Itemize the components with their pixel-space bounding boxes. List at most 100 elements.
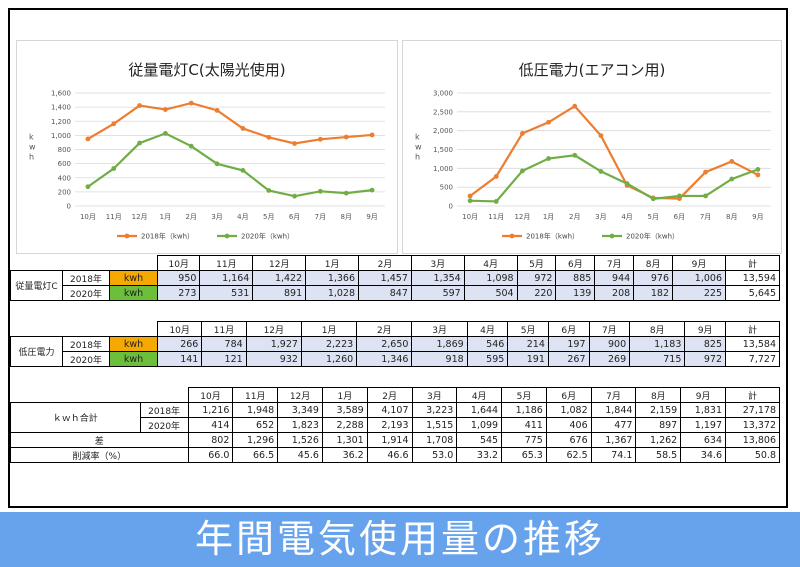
cell-value: 1,354 xyxy=(410,270,465,286)
cell-value: 972 xyxy=(516,270,557,286)
data-point xyxy=(343,134,349,140)
cell-value: 2,288 xyxy=(321,417,368,433)
y-tick-label: 200 xyxy=(58,188,71,196)
cell-value: 1,260 xyxy=(300,351,358,367)
data-point xyxy=(163,107,168,112)
chart-panel-lighting: 従量電灯C(太陽光使用) 0 200 400 600 800 1,000 1,200 1,400… xyxy=(16,40,398,254)
y-tick-label: 2,000 xyxy=(433,127,453,135)
cell-value: 918 xyxy=(411,351,468,367)
cell-value: 182 xyxy=(633,285,674,301)
cell-value: 208 xyxy=(594,285,635,301)
cell-value: 4,107 xyxy=(366,402,413,418)
cell-value: 411 xyxy=(501,417,547,433)
cell-value: 46.6 xyxy=(366,447,413,463)
data-point xyxy=(85,184,91,190)
total-value: 13,372 xyxy=(725,417,780,433)
total-value: 13,806 xyxy=(725,432,780,448)
month-header: 11月 xyxy=(201,321,247,337)
data-point xyxy=(493,174,499,179)
cell-value: 3,223 xyxy=(411,402,458,418)
cell-value: 545 xyxy=(456,432,503,448)
category-label: 従量電灯C xyxy=(10,270,63,301)
cell-value: 2,159 xyxy=(635,402,682,418)
rate-label: 削減率（%） xyxy=(10,447,189,463)
data-point xyxy=(266,134,272,140)
cell-value: 58.5 xyxy=(635,447,682,463)
cell-value: 891 xyxy=(252,285,307,301)
total-value: 5,645 xyxy=(725,285,780,301)
y-tick-label: 1,000 xyxy=(51,132,71,140)
total-value: 13,594 xyxy=(725,270,780,286)
x-tick-label: 11月 xyxy=(106,213,122,221)
data-point xyxy=(85,136,91,142)
cell-value: 595 xyxy=(466,351,509,367)
data-point xyxy=(188,100,194,106)
unit-badge: kwh xyxy=(109,270,158,286)
data-point xyxy=(240,126,246,131)
data-point xyxy=(650,196,656,202)
year-label: 2020年 xyxy=(62,285,110,301)
data-point xyxy=(703,169,708,175)
banner xyxy=(0,512,800,567)
cell-value: 944 xyxy=(594,270,635,286)
month-header: 7月 xyxy=(594,255,635,271)
year-label: 2018年 xyxy=(139,402,189,418)
cell-value: 2,193 xyxy=(366,417,413,433)
chart-power: 低圧電力(エアコン用) 0 500 1,000 1,500 2,000 2,500 3,000… xyxy=(415,61,771,241)
month-header: 12月 xyxy=(277,387,323,403)
cell-value: 36.2 xyxy=(321,447,368,463)
legend-label: 2020年（kwh） xyxy=(241,232,294,241)
month-header: 7月 xyxy=(590,387,637,403)
month-header: 10月 xyxy=(187,387,234,403)
table-row: 従量電灯C 2018年 kwh 950 1,164 1,422 1,366 1,… xyxy=(10,270,780,301)
data-point xyxy=(111,121,117,127)
data-point xyxy=(163,130,168,136)
month-header: 12月 xyxy=(245,321,302,337)
y-tick-label: 3,000 xyxy=(433,90,453,98)
unit-badge: kwh xyxy=(109,351,158,367)
data-point xyxy=(598,169,604,174)
unit-badge: kwh xyxy=(109,285,158,301)
cell-value: 34.6 xyxy=(680,447,726,463)
data-point xyxy=(214,107,220,113)
month-header: 1月 xyxy=(321,387,368,403)
series-line xyxy=(469,104,759,200)
banner-title: 年間電気使用量の推移 xyxy=(194,517,605,561)
cell-value: 950 xyxy=(156,270,201,286)
category-label: 低圧電力 xyxy=(10,336,63,367)
x-tick-label: 9月 xyxy=(366,213,377,221)
month-header: 5月 xyxy=(516,255,557,271)
cell-value: 1,183 xyxy=(629,336,686,352)
cell-value: 504 xyxy=(463,285,518,301)
y-tick-label: 400 xyxy=(58,174,71,182)
series-line xyxy=(87,101,373,145)
y-axis-label-char: k xyxy=(415,133,420,142)
y-tick-label: 600 xyxy=(58,160,71,168)
x-tick-label: 8月 xyxy=(726,213,737,221)
data-point xyxy=(467,193,473,199)
cell-value: 1,216 xyxy=(187,402,234,418)
x-tick-label: 12月 xyxy=(132,213,148,221)
legend-marker xyxy=(124,233,130,239)
x-tick-label: 11月 xyxy=(488,213,504,221)
cell-value: 715 xyxy=(629,351,686,367)
cell-value: 3,349 xyxy=(277,402,323,418)
data-point xyxy=(137,140,142,146)
total-value: 27,178 xyxy=(725,402,780,418)
data-point xyxy=(624,181,630,186)
cell-value: 1,422 xyxy=(252,270,307,286)
data-point xyxy=(467,198,473,204)
cell-value: 1,028 xyxy=(305,285,360,301)
chart-panel-power: 低圧電力(エアコン用) 0 500 1,000 1,500 2,000 2,500 3,000… xyxy=(402,40,782,254)
cell-value: 546 xyxy=(466,336,509,352)
month-header: 3月 xyxy=(411,387,458,403)
cell-value: 1,099 xyxy=(456,417,503,433)
total-value: 50.8 xyxy=(725,447,780,463)
cell-value: 1,367 xyxy=(590,432,637,448)
month-header: 4月 xyxy=(466,321,509,337)
diff-label: 差 xyxy=(10,432,189,448)
cell-value: 1,948 xyxy=(232,402,279,418)
cell-value: 2,650 xyxy=(356,336,413,352)
y-tick-label: 1,600 xyxy=(51,90,71,98)
